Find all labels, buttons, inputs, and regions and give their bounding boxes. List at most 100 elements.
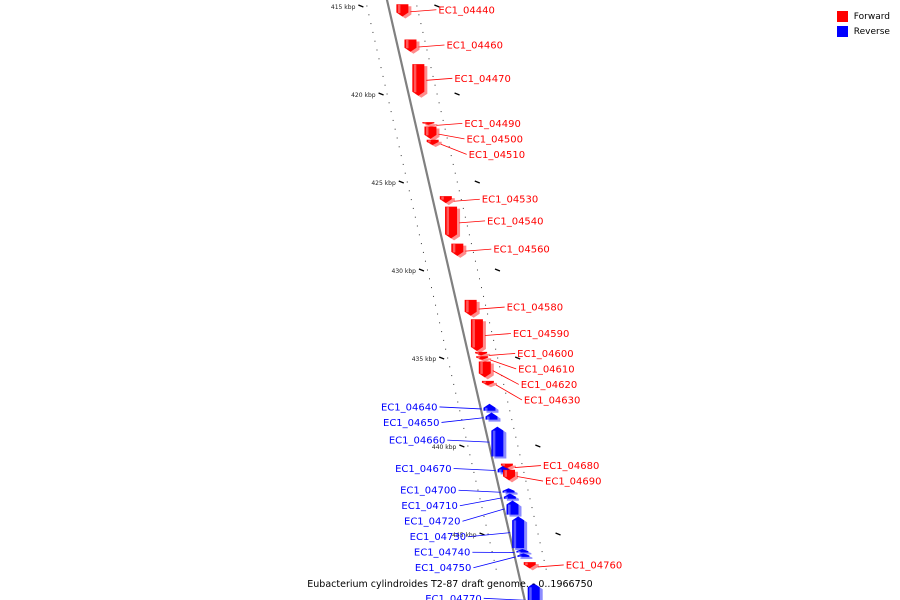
gene-label-EC1_04640[interactable]: EC1_04640 <box>381 402 437 413</box>
leader-line-EC1_04680 <box>514 465 541 468</box>
kbp-tick-label: 435 kbp <box>412 356 437 363</box>
kbp-tick <box>398 180 405 184</box>
gene-EC1_04590[interactable] <box>470 319 486 353</box>
gene-EC1_04490[interactable] <box>422 122 438 127</box>
gene-label-EC1_04750[interactable]: EC1_04750 <box>415 563 471 574</box>
gene-label-EC1_04700[interactable]: EC1_04700 <box>400 486 456 497</box>
gene-label-EC1_04540[interactable]: EC1_04540 <box>487 216 543 227</box>
major-ticks: 415 kbp 420 kbp 425 kbp 430 kbp 435 kbp 440 k… <box>331 4 561 539</box>
leader-line-EC1_04760 <box>537 564 564 568</box>
gene-EC1_04750[interactable] <box>517 553 533 559</box>
gene-EC1_04470[interactable] <box>412 64 428 98</box>
gene-label-EC1_04720[interactable]: EC1_04720 <box>404 517 460 528</box>
gene-EC1_04540[interactable] <box>445 206 461 241</box>
leader-line-EC1_04660 <box>447 439 490 443</box>
gene-label-EC1_04440[interactable]: EC1_04440 <box>438 5 494 16</box>
gene-EC1_04500[interactable] <box>424 126 440 141</box>
kbp-tick-label: 445 kbp <box>452 532 477 539</box>
legend-swatch-forward <box>836 11 848 22</box>
leader-line-EC1_04460 <box>418 44 445 48</box>
gene-EC1_04630[interactable] <box>481 380 497 388</box>
leader-line-EC1_04630 <box>495 384 523 401</box>
gene-EC1_04700[interactable] <box>502 488 518 495</box>
kbp-tick-label: 415 kbp <box>331 4 356 11</box>
legend-label-reverse: Reverse <box>853 26 890 37</box>
kbp-tick-label: 425 kbp <box>371 180 396 187</box>
leader-line-EC1_04540 <box>459 220 486 224</box>
gene-label-EC1_04760[interactable]: EC1_04760 <box>566 560 622 571</box>
kbp-tick <box>459 444 465 448</box>
leader-line-EC1_04500 <box>438 133 465 140</box>
gene-label-EC1_04690[interactable]: EC1_04690 <box>545 477 601 488</box>
gene-EC1_04680[interactable] <box>500 463 516 470</box>
gene-EC1_04720[interactable] <box>506 500 522 517</box>
gene-EC1_04440[interactable] <box>396 4 412 19</box>
gene-label-EC1_04590[interactable]: EC1_04590 <box>513 329 569 340</box>
gene-label-EC1_04510[interactable]: EC1_04510 <box>469 150 525 161</box>
kbp-tick-right <box>514 356 521 360</box>
gene-label-EC1_04530[interactable]: EC1_04530 <box>482 195 538 206</box>
leader-line-EC1_04670 <box>453 468 496 471</box>
gene-EC1_04740[interactable] <box>516 548 532 555</box>
gene-label-EC1_04770[interactable]: EC1_04770 <box>425 594 481 600</box>
gene-EC1_04770[interactable] <box>527 583 543 600</box>
gene-EC1_04460[interactable] <box>404 39 420 54</box>
gene-label-EC1_04660[interactable]: EC1_04660 <box>389 436 445 447</box>
gene-labels: EC1_04440 EC1_04460 EC1_04470 EC1_04490 EC1_… <box>381 5 622 600</box>
gene-EC1_04610[interactable] <box>476 356 492 362</box>
kbp-tick <box>378 92 384 96</box>
gene-label-EC1_04740[interactable]: EC1_04740 <box>414 548 470 559</box>
leader-line-EC1_04490 <box>436 122 463 126</box>
gene-label-EC1_04610[interactable]: EC1_04610 <box>518 364 574 375</box>
kbp-tick-right <box>535 444 541 448</box>
kbp-tick-label: 420 kbp <box>351 92 376 99</box>
kbp-tick-label: 440 kbp <box>432 444 457 451</box>
gene-label-EC1_04560[interactable]: EC1_04560 <box>493 245 549 256</box>
gene-EC1_04690[interactable] <box>503 469 519 483</box>
leader-line-EC1_04730 <box>468 532 511 538</box>
leader-line-EC1_04510 <box>440 143 467 155</box>
gene-label-EC1_04710[interactable]: EC1_04710 <box>401 501 457 512</box>
leader-line-EC1_04580 <box>478 306 505 310</box>
minor-ticks <box>366 5 547 570</box>
gene-EC1_04600[interactable] <box>475 351 491 358</box>
gene-label-EC1_04650[interactable]: EC1_04650 <box>383 418 439 429</box>
leader-line-EC1_04610 <box>490 359 517 370</box>
gene-EC1_04620[interactable] <box>478 361 494 380</box>
gene-label-EC1_04670[interactable]: EC1_04670 <box>395 464 451 475</box>
gene-EC1_04650[interactable] <box>485 412 501 422</box>
leader-line-EC1_04720 <box>462 508 505 522</box>
gene-EC1_04530[interactable] <box>439 196 455 206</box>
leader-line-EC1_04710 <box>459 497 502 507</box>
kbp-tick <box>358 4 364 8</box>
gene-EC1_04710[interactable] <box>503 493 519 501</box>
gene-label-EC1_04460[interactable]: EC1_04460 <box>446 40 502 51</box>
gene-EC1_04660[interactable] <box>491 426 507 459</box>
legend-swatch-reverse <box>836 26 848 37</box>
gene-EC1_04510[interactable] <box>426 139 442 148</box>
gene-label-EC1_04730[interactable]: EC1_04730 <box>410 532 466 543</box>
gene-label-EC1_04500[interactable]: EC1_04500 <box>466 134 522 145</box>
gene-label-EC1_04470[interactable]: EC1_04470 <box>454 74 510 85</box>
gene-EC1_04730[interactable] <box>512 516 528 551</box>
gene-label-EC1_04490[interactable]: EC1_04490 <box>464 119 520 130</box>
gene-label-EC1_04630[interactable]: EC1_04630 <box>524 395 580 406</box>
gene-label-EC1_04580[interactable]: EC1_04580 <box>507 303 563 314</box>
leader-line-EC1_04440 <box>410 9 437 13</box>
gene-EC1_04560[interactable] <box>451 243 467 258</box>
legend: Forward Reverse <box>836 9 890 39</box>
leader-line-EC1_04700 <box>458 489 501 493</box>
gene-EC1_04760[interactable] <box>523 562 539 571</box>
kbp-tick-right <box>454 92 460 96</box>
legend-item-forward: Forward <box>836 9 890 24</box>
gene-label-EC1_04600[interactable]: EC1_04600 <box>517 349 573 360</box>
leader-line-EC1_04750 <box>473 556 516 569</box>
gene-EC1_04640[interactable] <box>483 403 499 413</box>
gene-EC1_04580[interactable] <box>464 299 480 318</box>
kbp-tick-right <box>434 4 440 8</box>
gene-label-EC1_04680[interactable]: EC1_04680 <box>543 461 599 472</box>
legend-item-reverse: Reverse <box>836 24 890 39</box>
gene-label-EC1_04620[interactable]: EC1_04620 <box>521 380 577 391</box>
